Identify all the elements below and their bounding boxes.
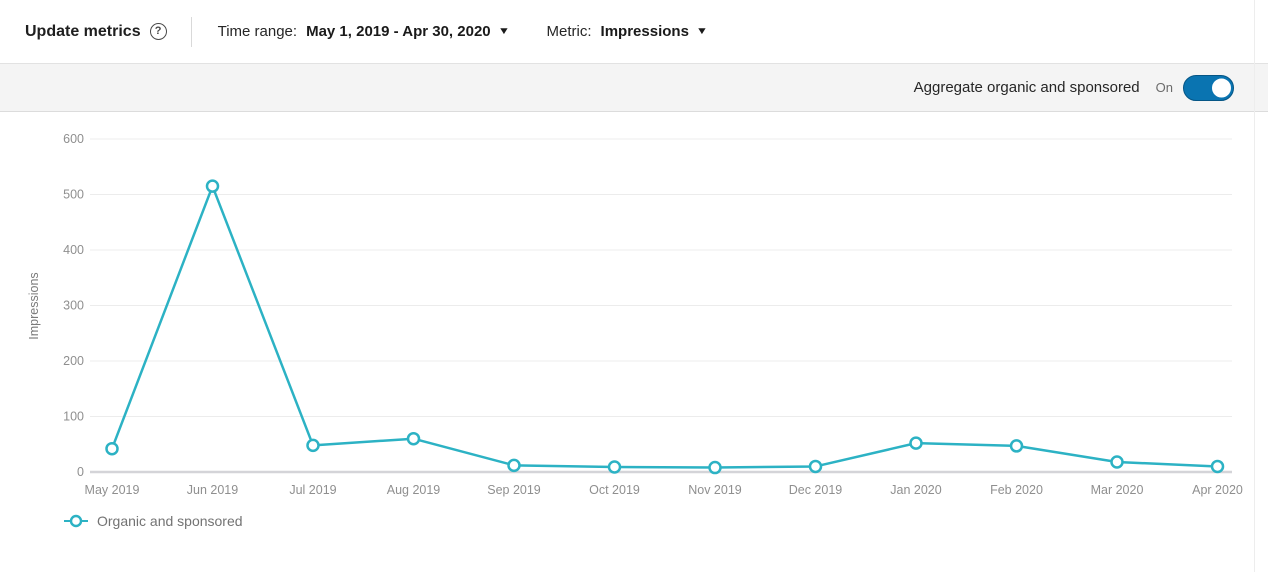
y-tick-label: 100 <box>63 410 84 424</box>
right-edge-divider <box>1254 0 1255 572</box>
x-tick-label: Feb 2020 <box>990 483 1043 497</box>
x-tick-label: Nov 2019 <box>688 483 742 497</box>
aggregate-toggle-label: Aggregate organic and sponsored <box>913 79 1140 96</box>
x-tick-label: Oct 2019 <box>589 483 640 497</box>
metric-label: Metric: <box>546 23 592 40</box>
page-title: Update metrics <box>25 22 141 40</box>
data-point-jan-2020[interactable] <box>909 436 923 450</box>
y-tick-label: 500 <box>63 188 84 202</box>
x-tick-label: Jun 2019 <box>187 483 238 497</box>
x-tick-label: May 2019 <box>85 483 140 497</box>
data-point-feb-2020[interactable] <box>1009 439 1024 453</box>
legend-item-label: Organic and sponsored <box>97 513 243 529</box>
header: Update metrics ? Time range: May 1, 2019… <box>0 0 1268 63</box>
data-point-aug-2019[interactable] <box>406 431 421 446</box>
data-point-oct-2019[interactable] <box>607 460 622 474</box>
help-icon[interactable]: ? <box>149 23 167 40</box>
y-axis-title: Impressions <box>27 272 41 339</box>
data-point-dec-2019[interactable] <box>808 459 823 474</box>
chart-area: 0 100 200 300 400 500 600 Impressions May 2019 Ju… <box>0 112 1268 512</box>
series-line <box>110 184 1218 469</box>
y-tick-label: 600 <box>63 132 84 146</box>
metric-value: Impressions <box>600 23 689 40</box>
data-point-jul-2019[interactable] <box>306 438 320 453</box>
metric-dropdown[interactable]: Metric: Impressions ▼ <box>546 23 709 40</box>
aggregate-toggle[interactable] <box>1183 74 1234 101</box>
legend-marker-icon <box>64 514 88 528</box>
x-tick-label: Jul 2019 <box>289 483 336 497</box>
x-tick-label: Aug 2019 <box>387 483 441 497</box>
data-point-jun-2019[interactable] <box>205 179 220 193</box>
header-divider <box>190 16 192 47</box>
data-point-may-2019[interactable] <box>105 441 119 456</box>
time-range-label: Time range: <box>217 23 298 40</box>
caret-down-icon: ▼ <box>695 25 709 37</box>
data-point-apr-2020[interactable] <box>1210 459 1225 474</box>
x-tick-label: Sep 2019 <box>487 483 541 497</box>
y-tick-label: 300 <box>63 299 84 313</box>
time-range-value: May 1, 2019 - Apr 30, 2020 <box>306 23 491 40</box>
data-point-sep-2019[interactable] <box>507 458 521 473</box>
time-range-dropdown[interactable]: Time range: May 1, 2019 - Apr 30, 2020 ▼ <box>217 23 510 40</box>
aggregate-toggle-bar: Aggregate organic and sponsored On <box>0 63 1268 112</box>
data-point-nov-2019[interactable] <box>708 460 722 475</box>
caret-down-icon: ▼ <box>497 25 510 37</box>
y-tick-label: 400 <box>63 243 84 257</box>
x-tick-label: Dec 2019 <box>789 483 843 497</box>
x-tick-label: Mar 2020 <box>1091 483 1144 497</box>
y-tick-label: 0 <box>77 465 84 479</box>
impressions-chart: 0 100 200 300 400 500 600 Impressions May 2019 Ju… <box>27 132 1243 497</box>
y-tick-label: 200 <box>63 354 84 368</box>
toggle-knob <box>1211 77 1232 98</box>
x-tick-label: Apr 2020 <box>1192 483 1243 497</box>
data-point-mar-2020[interactable] <box>1110 455 1124 469</box>
chart-legend: Organic and sponsored <box>64 513 243 529</box>
toggle-state-label: On <box>1155 80 1173 95</box>
x-tick-label: Jan 2020 <box>890 483 941 497</box>
